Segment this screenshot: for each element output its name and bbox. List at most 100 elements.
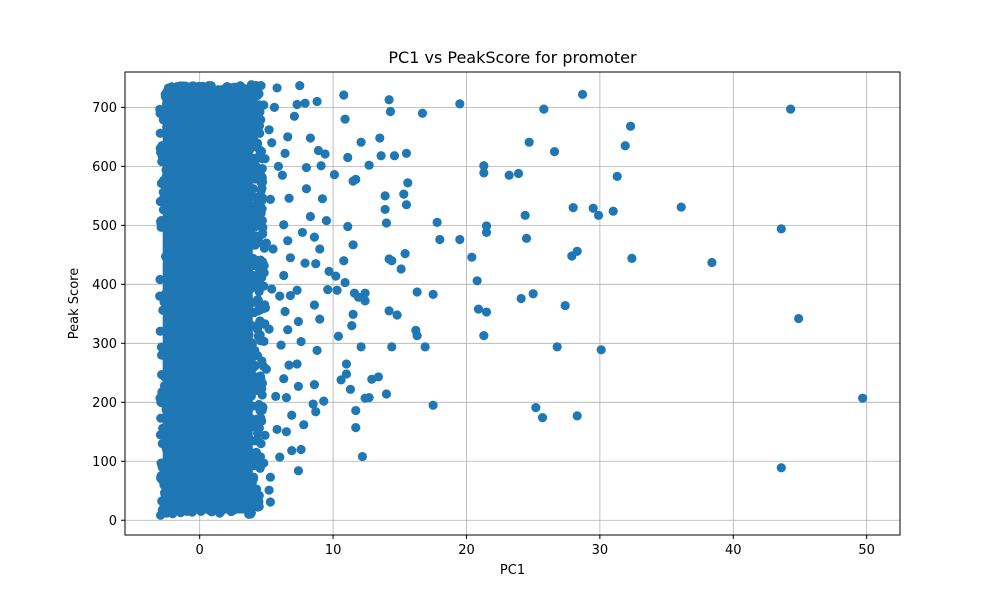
scatter-point [343,221,353,232]
dense-point [163,362,173,372]
scatter-point [161,444,171,454]
x-tick-label: 40 [725,543,742,558]
dense-point [178,503,188,514]
scatter-point [340,277,350,288]
scatter-point [264,125,274,135]
scatter-point [360,288,370,298]
dense-point [254,237,264,247]
scatter-point [261,364,271,374]
scatter-point [256,186,266,196]
y-tick-label: 600 [92,160,117,175]
scatter-point [412,287,422,297]
dense-point [165,330,175,340]
scatter-point [455,234,465,245]
dense-point [207,507,217,517]
scatter-point [309,232,320,242]
scatter-point [311,259,321,269]
scatter-point [467,252,477,262]
scatter-point [259,458,269,468]
scatter-point [160,490,170,500]
scatter-point [472,276,482,286]
scatter-point [340,114,350,124]
scatter-point [168,138,178,148]
dense-point [195,495,205,505]
scatter-point [319,396,329,406]
scatter-point [627,253,637,263]
scatter-point [481,221,492,231]
scatter-point [403,178,413,188]
y-tick-label: 400 [92,278,117,293]
scatter-point [267,284,277,294]
scatter-point [384,95,394,105]
scatter-point [560,300,570,311]
scatter-point [260,154,270,164]
scatter-point [276,340,286,350]
scatter-point [271,391,281,401]
scatter-point [572,411,582,421]
scatter-point [293,316,304,327]
y-tick-label: 200 [92,396,117,411]
scatter-point [313,145,324,156]
scatter-point [296,444,306,455]
scatter-point [169,88,179,98]
scatter-point [524,137,534,147]
scatter-point [275,452,285,462]
scatter-point [252,383,262,393]
scatter-point [284,360,294,370]
scatter-point [260,430,270,440]
scatter-point [380,204,390,215]
scatter-point [315,244,325,254]
scatter-point [568,203,578,213]
scatter-point [295,80,305,91]
scatter-point [348,309,358,320]
dense-point [247,210,258,221]
scatter-point [345,384,356,394]
dense-point [163,504,173,514]
scatter-point [281,392,292,403]
scatter-point [549,147,560,157]
dense-point [160,92,170,102]
scatter-point [435,234,445,245]
scatter-point [336,375,346,385]
scatter-point [479,331,489,341]
scatter-point [364,160,374,170]
scatter-point [300,258,310,268]
dense-point [248,261,258,271]
scatter-point [267,138,277,148]
dense-point [155,326,165,336]
scatter-point [265,497,275,507]
dense-point [256,255,266,265]
scatter-point [612,171,622,181]
dense-point [249,168,259,178]
scatter-point [539,104,549,114]
dense-point [252,141,262,151]
y-tick-label: 100 [92,455,117,470]
dense-point [221,83,231,93]
y-tick-label: 500 [92,219,117,234]
scatter-point [229,505,239,515]
dense-point [223,497,233,507]
dense-point [206,81,216,91]
scatter-point [620,141,630,151]
scatter-point [353,292,364,302]
scatter-point [164,346,174,357]
scatter-point [552,342,562,352]
dense-point [243,246,253,256]
scatter-point [255,316,265,327]
dense-point [163,165,173,175]
scatter-point [385,106,396,117]
scatter-point [301,184,312,194]
dense-point [184,82,194,93]
dense-point [233,82,243,92]
scatter-point [329,170,340,180]
scatter-point [412,331,422,341]
scatter-point [272,424,282,435]
scatter-point [341,359,352,369]
scatter-point [309,300,320,310]
scatter-point [261,238,271,248]
scatter-point [428,289,438,299]
dense-point [167,284,178,294]
dense-point [161,102,171,113]
scatter-point [360,393,370,403]
